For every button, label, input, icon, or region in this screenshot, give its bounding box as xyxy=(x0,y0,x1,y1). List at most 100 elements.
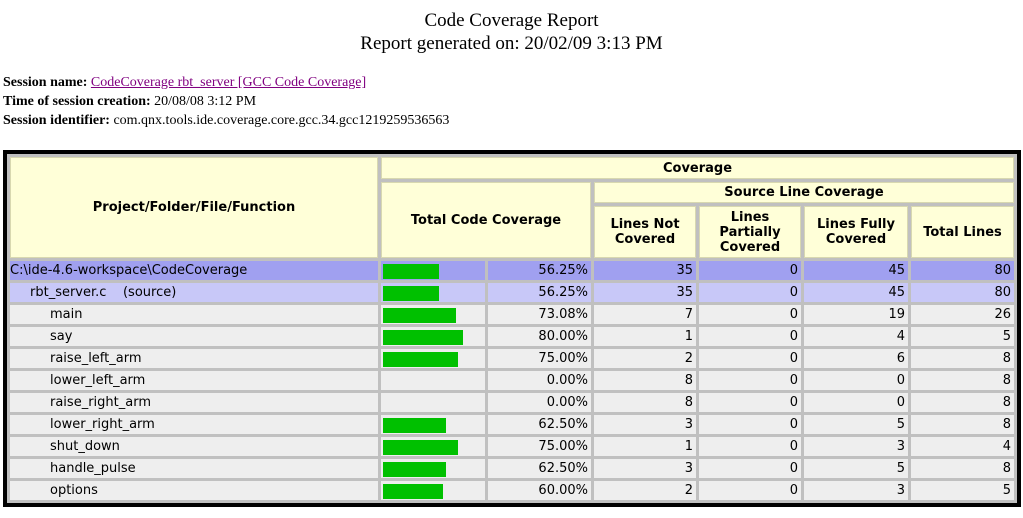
count-cell: 0 xyxy=(699,415,801,434)
session-id: Session identifier: com.qnx.tools.ide.co… xyxy=(3,113,449,129)
count-cell: 0 xyxy=(699,459,801,478)
session-link[interactable]: CodeCoverage rbt_server [GCC Code Covera… xyxy=(90,75,367,90)
name-cell: lower_left_arm xyxy=(10,371,378,390)
coverage-bar xyxy=(383,330,463,345)
coverage-percent: 62.50% xyxy=(488,459,591,478)
item-name: lower_left_arm xyxy=(50,373,146,388)
count-cell: 5 xyxy=(911,481,1015,500)
count-cell: 3 xyxy=(804,481,908,500)
item-name: raise_left_arm xyxy=(50,351,142,366)
count-cell: 45 xyxy=(804,283,908,302)
count-cell: 3 xyxy=(594,415,696,434)
coverage-percent: 75.00% xyxy=(488,437,591,456)
item-name: options xyxy=(50,483,98,498)
label: Session identifier: xyxy=(3,113,110,128)
session-time: Time of session creation: 20/08/08 3:12 … xyxy=(3,94,256,110)
name-cell: C:\ide-4.6-workspace\CodeCoverage xyxy=(10,261,378,280)
count-cell: 26 xyxy=(911,305,1015,324)
count-cell: 8 xyxy=(911,393,1015,412)
item-name: say xyxy=(50,329,73,344)
coverage-percent: 73.08% xyxy=(488,305,591,324)
count-cell: 2 xyxy=(594,349,696,368)
item-kind: (source) xyxy=(122,285,177,300)
count-cell: 0 xyxy=(699,283,801,302)
report-title: Code Coverage Report xyxy=(424,10,599,31)
count-cell: 5 xyxy=(911,327,1015,346)
count-cell: 0 xyxy=(804,371,908,390)
session-name: Session name: CodeCoverage rbt_server [G… xyxy=(3,75,366,91)
count-cell: 0 xyxy=(804,393,908,412)
name-cell: rbt_server.c (source) xyxy=(10,283,378,302)
coverage-bar xyxy=(383,352,458,367)
table-row: main 73.08% 7 0 19 26 xyxy=(10,305,1015,324)
bar-cell xyxy=(381,371,485,390)
count-cell: 5 xyxy=(804,415,908,434)
coverage-bar xyxy=(383,418,446,433)
header-cell: Source Line Coverage xyxy=(594,182,1015,203)
count-cell: 0 xyxy=(699,371,801,390)
bar-cell xyxy=(381,393,485,412)
coverage-percent: 60.00% xyxy=(488,481,591,500)
name-cell: raise_right_arm xyxy=(10,393,378,412)
header-cell: Lines Not Covered xyxy=(594,206,696,258)
name-cell: raise_left_arm xyxy=(10,349,378,368)
table-row: lower_left_arm 0.00% 8 0 0 8 xyxy=(10,371,1015,390)
coverage-percent: 56.25% xyxy=(488,261,591,280)
count-cell: 0 xyxy=(699,305,801,324)
count-cell: 1 xyxy=(594,327,696,346)
item-name: main xyxy=(50,307,83,322)
count-cell: 5 xyxy=(804,459,908,478)
bar-cell xyxy=(381,459,485,478)
coverage-bar xyxy=(383,264,440,279)
name-cell: say xyxy=(10,327,378,346)
item-name: lower_right_arm xyxy=(50,417,155,432)
table-row: lower_right_arm 62.50% 3 0 5 8 xyxy=(10,415,1015,434)
count-cell: 45 xyxy=(804,261,908,280)
coverage-bar xyxy=(383,286,440,301)
header-cell: Lines Partially Covered xyxy=(699,206,801,258)
count-cell: 6 xyxy=(804,349,908,368)
item-name: shut_down xyxy=(50,439,120,454)
coverage-percent: 0.00% xyxy=(488,393,591,412)
coverage-bar xyxy=(383,308,457,323)
count-cell: 2 xyxy=(594,481,696,500)
coverage-percent: 80.00% xyxy=(488,327,591,346)
bar-cell xyxy=(381,283,485,302)
value: com.qnx.tools.ide.coverage.core.gcc.34.g… xyxy=(113,113,450,128)
bar-cell xyxy=(381,327,485,346)
item-name: raise_right_arm xyxy=(50,395,151,410)
name-cell: main xyxy=(10,305,378,324)
value: 20/08/08 3:12 PM xyxy=(154,94,257,109)
table-row: options 60.00% 2 0 3 5 xyxy=(10,481,1015,500)
label: Session name: xyxy=(3,75,88,90)
count-cell: 0 xyxy=(699,393,801,412)
item-name: rbt_server.c xyxy=(30,285,107,300)
count-cell: 4 xyxy=(911,437,1015,456)
count-cell: 0 xyxy=(699,437,801,456)
coverage-percent: 0.00% xyxy=(488,371,591,390)
coverage-bar xyxy=(383,440,458,455)
count-cell: 8 xyxy=(911,371,1015,390)
name-cell: handle_pulse xyxy=(10,459,378,478)
count-cell: 8 xyxy=(911,349,1015,368)
count-cell: 7 xyxy=(594,305,696,324)
count-cell: 80 xyxy=(911,261,1015,280)
table-row: rbt_server.c (source) 56.25% 35 0 45 80 xyxy=(10,283,1015,302)
count-cell: 1 xyxy=(594,437,696,456)
label: Time of session creation: xyxy=(3,94,151,109)
bar-cell xyxy=(381,349,485,368)
count-cell: 35 xyxy=(594,261,696,280)
bar-cell xyxy=(381,305,485,324)
table-row: raise_right_arm 0.00% 8 0 0 8 xyxy=(10,393,1015,412)
coverage-bar xyxy=(383,484,443,499)
bar-cell xyxy=(381,261,485,280)
count-cell: 0 xyxy=(699,261,801,280)
count-cell: 8 xyxy=(594,371,696,390)
coverage-bar xyxy=(383,462,446,477)
table-row: handle_pulse 62.50% 3 0 5 8 xyxy=(10,459,1015,478)
header-cell: Total Lines xyxy=(911,206,1015,258)
count-cell: 0 xyxy=(699,481,801,500)
coverage-percent: 56.25% xyxy=(488,283,591,302)
count-cell: 0 xyxy=(699,349,801,368)
